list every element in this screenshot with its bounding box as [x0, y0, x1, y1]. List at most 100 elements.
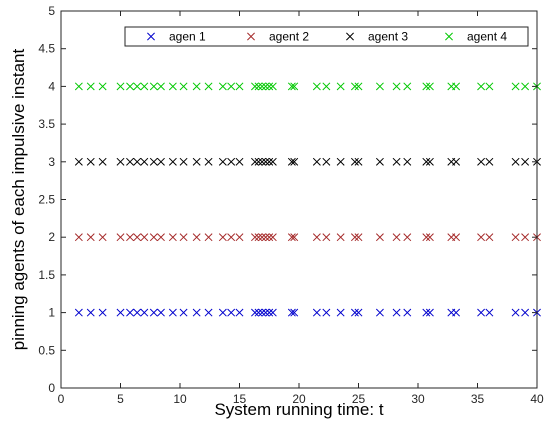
data-point	[179, 157, 188, 166]
data-point	[290, 233, 299, 242]
y-tick-label: 4	[48, 79, 55, 93]
data-point	[422, 157, 431, 166]
data-point	[179, 308, 188, 317]
data-point	[192, 82, 201, 91]
data-point	[126, 233, 134, 242]
data-point	[126, 308, 134, 317]
data-point	[157, 233, 165, 242]
data-point	[140, 82, 149, 91]
data-point	[511, 82, 520, 91]
legend-box	[124, 26, 529, 47]
data-point	[375, 233, 384, 242]
data-point	[149, 233, 158, 242]
data-point	[350, 233, 359, 242]
x-tick-label: 0	[58, 392, 65, 406]
data-point	[235, 157, 244, 166]
series-4	[74, 82, 541, 91]
data-point	[261, 157, 270, 166]
data-point	[133, 233, 142, 242]
data-point	[287, 233, 296, 242]
data-point	[218, 233, 227, 242]
data-point	[268, 233, 277, 242]
data-point	[452, 308, 461, 317]
data-point	[336, 82, 345, 91]
data-point	[422, 233, 431, 242]
data-point	[235, 233, 244, 242]
data-point	[116, 157, 125, 166]
data-point	[322, 233, 331, 242]
data-point	[392, 157, 401, 166]
data-point	[218, 82, 227, 91]
data-point	[287, 308, 296, 317]
data-point	[268, 82, 277, 91]
x-tick-label: 5	[117, 392, 124, 406]
data-point	[116, 82, 125, 91]
data-point	[375, 308, 384, 317]
data-point	[254, 233, 263, 242]
data-point	[227, 308, 236, 317]
data-point	[218, 308, 227, 317]
data-point	[477, 233, 486, 242]
data-point	[322, 82, 331, 91]
data-point	[258, 157, 267, 166]
y-tick-label: 3.5	[38, 117, 55, 131]
data-point	[268, 157, 277, 166]
data-point	[350, 82, 359, 91]
data-point	[422, 82, 431, 91]
data-point	[268, 308, 277, 317]
data-point	[485, 233, 494, 242]
x-tick-label: 20	[292, 392, 306, 406]
data-point	[375, 157, 384, 166]
data-point	[375, 82, 384, 91]
legend-label: agent 2	[269, 30, 309, 44]
y-axis-title: pinning agents of each impulsive instant	[9, 48, 28, 350]
y-tick-label: 2	[48, 230, 55, 244]
legend-marker	[247, 32, 255, 41]
x-tick-label: 35	[471, 392, 485, 406]
data-point	[511, 233, 520, 242]
y-tick-label: 3	[48, 155, 55, 169]
data-point	[149, 308, 158, 317]
data-point	[140, 157, 149, 166]
x-axis-title: System running time: t	[214, 400, 383, 419]
data-point	[312, 82, 321, 91]
data-point	[258, 82, 267, 91]
data-point	[179, 233, 188, 242]
data-point	[485, 157, 494, 166]
plot-background	[61, 11, 537, 388]
data-point	[452, 157, 461, 166]
data-point	[168, 157, 177, 166]
data-point	[227, 157, 236, 166]
data-point	[322, 308, 331, 317]
data-point	[265, 308, 274, 317]
data-point	[218, 157, 227, 166]
data-point	[133, 157, 142, 166]
data-point	[485, 82, 494, 91]
data-point	[452, 82, 461, 91]
data-point	[354, 233, 363, 242]
data-point	[477, 157, 486, 166]
data-point	[425, 82, 434, 91]
data-point	[179, 82, 188, 91]
data-point	[149, 82, 158, 91]
data-point	[157, 308, 165, 317]
x-tick-label: 10	[173, 392, 187, 406]
data-point	[116, 233, 125, 242]
data-point	[140, 308, 149, 317]
data-point	[312, 157, 321, 166]
x-tick-label: 40	[530, 392, 544, 406]
data-point	[287, 157, 296, 166]
data-point	[425, 308, 434, 317]
data-point	[403, 308, 412, 317]
data-point	[251, 82, 259, 91]
data-point	[521, 308, 530, 317]
data-point	[74, 308, 83, 317]
data-point	[403, 157, 412, 166]
y-tick-label: 0.5	[38, 343, 55, 357]
data-point	[287, 82, 296, 91]
legend-marker	[346, 32, 354, 41]
data-point	[425, 157, 434, 166]
data-point	[425, 233, 434, 242]
data-point	[254, 308, 263, 317]
